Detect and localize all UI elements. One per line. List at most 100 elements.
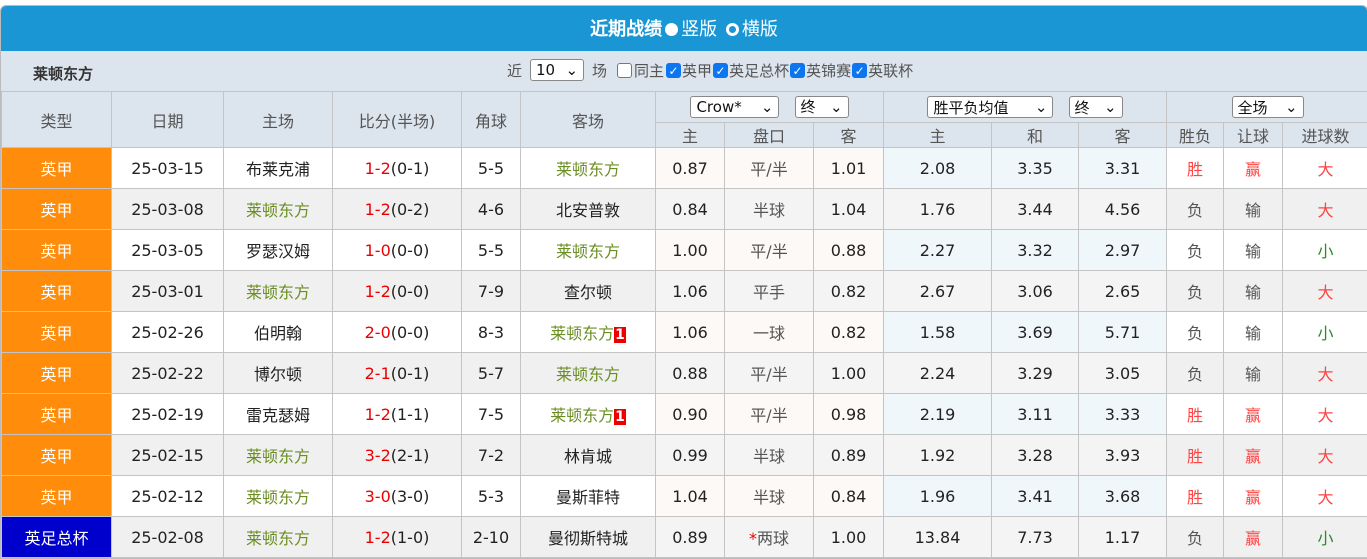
league-type[interactable]: 英甲: [2, 189, 112, 230]
away-cell[interactable]: 曼彻斯特城: [521, 517, 656, 558]
league-type[interactable]: 英甲: [2, 312, 112, 353]
result: 胜: [1167, 394, 1224, 435]
same-home-checkbox[interactable]: [617, 63, 632, 78]
eu-home-odds: 1.96: [884, 476, 992, 517]
chevron-down-icon: ⌄: [761, 98, 774, 116]
league-label: 英联杯: [868, 60, 913, 81]
away-cell[interactable]: 曼斯菲特: [521, 476, 656, 517]
table-row[interactable]: 英甲 25-03-15 布莱克浦 1-2(0-1) 5-5 莱顿东方 0.87 …: [2, 148, 1367, 189]
score[interactable]: 2-1(0-1): [333, 353, 462, 394]
league-type[interactable]: 英甲: [2, 271, 112, 312]
league-type[interactable]: 英甲: [2, 476, 112, 517]
table-row[interactable]: 英甲 25-03-08 莱顿东方 1-2(0-2) 4-6 北安普敦 0.84 …: [2, 189, 1367, 230]
vertical-radio[interactable]: [665, 23, 678, 36]
home-team[interactable]: 博尔顿: [224, 353, 333, 394]
table-row[interactable]: 英甲 25-02-22 博尔顿 2-1(0-1) 5-7 莱顿东方 0.88 平…: [2, 353, 1367, 394]
score[interactable]: 1-2(0-2): [333, 189, 462, 230]
ah-line-value: 半球: [753, 201, 785, 220]
table-row[interactable]: 英足总杯 25-02-08 莱顿东方 1-2(1-0) 2-10 曼彻斯特城 0…: [2, 517, 1367, 558]
avg-stage-select[interactable]: 终⌄: [1069, 96, 1123, 118]
away-cell[interactable]: 莱顿东方: [521, 353, 656, 394]
corners: 7-9: [462, 271, 521, 312]
ah-line-value: 半球: [753, 447, 785, 466]
horizontal-label[interactable]: 横版: [742, 19, 778, 40]
chevron-down-icon: ⌄: [565, 61, 578, 79]
score[interactable]: 1-0(0-0): [333, 230, 462, 271]
half-time-score: (0-0): [391, 323, 430, 342]
score[interactable]: 1-2(0-0): [333, 271, 462, 312]
scope-select[interactable]: 全场⌄: [1232, 96, 1304, 118]
away-team: 查尔顿: [564, 283, 612, 302]
table-row[interactable]: 英甲 25-03-01 莱顿东方 1-2(0-0) 7-9 查尔顿 1.06 平…: [2, 271, 1367, 312]
vertical-label[interactable]: 竖版: [681, 19, 717, 40]
ah-line-value: 平/半: [750, 365, 787, 384]
league-type[interactable]: 英足总杯: [2, 517, 112, 558]
result-header: 全场⌄: [1167, 92, 1367, 123]
full-time-score: 1-2: [365, 405, 391, 424]
table-row[interactable]: 英甲 25-02-15 莱顿东方 3-2(2-1) 7-2 林肯城 0.99 半…: [2, 435, 1367, 476]
league-type[interactable]: 英甲: [2, 353, 112, 394]
eu-draw-odds: 3.41: [992, 476, 1079, 517]
handicap-result: 赢: [1224, 394, 1283, 435]
league-label: 英足总杯: [729, 60, 789, 81]
odds-stage-select[interactable]: 终⌄: [795, 96, 849, 118]
away-cell[interactable]: 莱顿东方: [521, 148, 656, 189]
corners: 2-10: [462, 517, 521, 558]
col-eu-draw: 和: [992, 123, 1079, 148]
table-row[interactable]: 英甲 25-02-26 伯明翰 2-0(0-0) 8-3 莱顿东方1 1.06 …: [2, 312, 1367, 353]
away-cell[interactable]: 莱顿东方: [521, 230, 656, 271]
score[interactable]: 3-2(2-1): [333, 435, 462, 476]
league-checkbox[interactable]: ✓: [852, 63, 867, 78]
eu-home-odds: 2.24: [884, 353, 992, 394]
league-label: 英甲: [682, 60, 712, 81]
ah-home-odds: 0.87: [656, 148, 725, 189]
eu-home-odds: 1.58: [884, 312, 992, 353]
league-type[interactable]: 英甲: [2, 148, 112, 189]
home-team[interactable]: 莱顿东方: [224, 271, 333, 312]
away-cell[interactable]: 林肯城: [521, 435, 656, 476]
full-time-score: 1-2: [365, 200, 391, 219]
odds-stage-value: 终: [801, 96, 816, 117]
match-count-select[interactable]: 10⌄: [530, 59, 584, 81]
league-checkbox[interactable]: ✓: [713, 63, 728, 78]
home-team[interactable]: 伯明翰: [224, 312, 333, 353]
league-type[interactable]: 英甲: [2, 230, 112, 271]
ah-home-odds: 0.90: [656, 394, 725, 435]
home-team[interactable]: 莱顿东方: [224, 476, 333, 517]
score[interactable]: 2-0(0-0): [333, 312, 462, 353]
home-team[interactable]: 莱顿东方: [224, 435, 333, 476]
goals-result: 大: [1283, 394, 1367, 435]
line-mark: *: [749, 529, 757, 548]
home-team[interactable]: 莱顿东方: [224, 517, 333, 558]
league-type[interactable]: 英甲: [2, 435, 112, 476]
ah-away-odds: 0.88: [814, 230, 884, 271]
home-team[interactable]: 布莱克浦: [224, 148, 333, 189]
col-result: 胜负: [1167, 123, 1224, 148]
score[interactable]: 1-2(1-0): [333, 517, 462, 558]
home-team[interactable]: 罗瑟汉姆: [224, 230, 333, 271]
away-cell[interactable]: 莱顿东方1: [521, 312, 656, 353]
away-cell[interactable]: 查尔顿: [521, 271, 656, 312]
league-checkbox[interactable]: ✓: [666, 63, 681, 78]
match-date: 25-03-05: [112, 230, 224, 271]
col-away: 客场: [521, 92, 656, 148]
away-cell[interactable]: 莱顿东方1: [521, 394, 656, 435]
handicap-result: 赢: [1224, 476, 1283, 517]
table-row[interactable]: 英甲 25-02-12 莱顿东方 3-0(3-0) 5-3 曼斯菲特 1.04 …: [2, 476, 1367, 517]
home-team[interactable]: 莱顿东方: [224, 189, 333, 230]
score[interactable]: 3-0(3-0): [333, 476, 462, 517]
ah-home-odds: 1.04: [656, 476, 725, 517]
table-row[interactable]: 英甲 25-02-19 雷克瑟姆 1-2(1-1) 7-5 莱顿东方1 0.90…: [2, 394, 1367, 435]
result: 负: [1167, 189, 1224, 230]
table-row[interactable]: 英甲 25-03-05 罗瑟汉姆 1-0(0-0) 5-5 莱顿东方 1.00 …: [2, 230, 1367, 271]
home-team[interactable]: 雷克瑟姆: [224, 394, 333, 435]
away-cell[interactable]: 北安普敦: [521, 189, 656, 230]
avg-select[interactable]: 胜平负均值⌄: [927, 96, 1053, 118]
company-select[interactable]: Crow*⌄: [690, 96, 779, 118]
full-time-score: 2-0: [365, 323, 391, 342]
score[interactable]: 1-2(0-1): [333, 148, 462, 189]
score[interactable]: 1-2(1-1): [333, 394, 462, 435]
league-type[interactable]: 英甲: [2, 394, 112, 435]
horizontal-radio[interactable]: [726, 23, 739, 36]
league-checkbox[interactable]: ✓: [790, 63, 805, 78]
